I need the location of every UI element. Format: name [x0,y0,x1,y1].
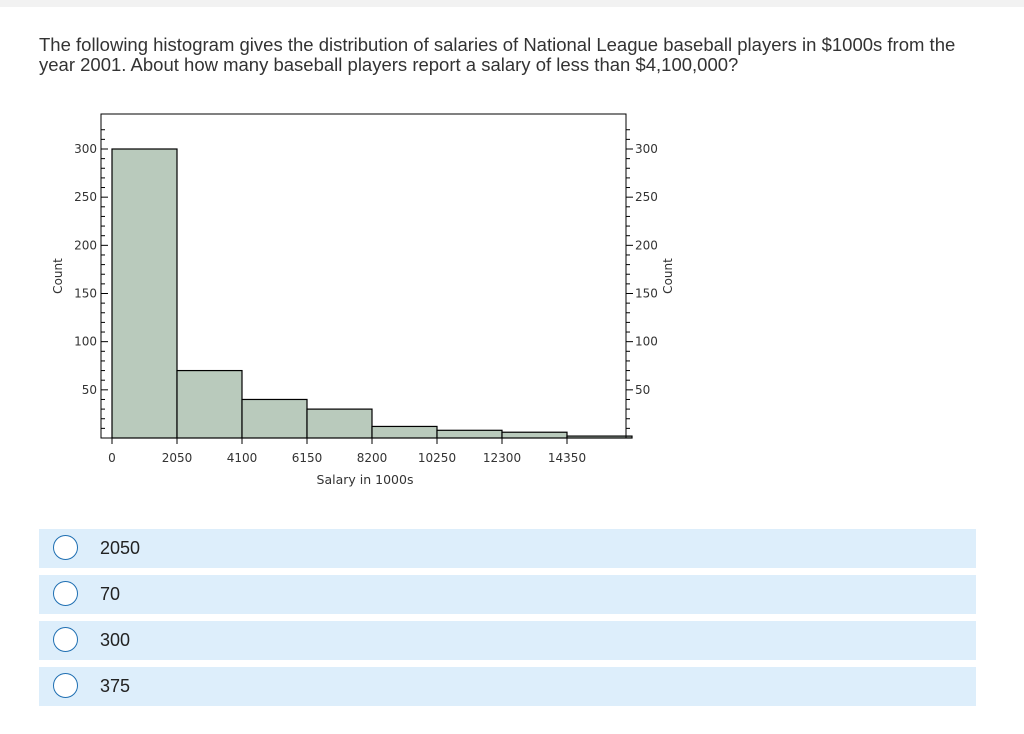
histogram-bars [111,148,633,439]
x-axis-tick-label: 6150 [292,451,323,465]
left-axis-tick-label: 100 [74,335,97,349]
x-axis-tick-label: 12300 [483,451,521,465]
histogram-bar [111,148,178,439]
right-y-axis: 50 100 150 200 250 300 [626,129,658,429]
left-axis-tick-label: 150 [74,287,97,301]
radio-button-icon[interactable] [53,581,78,606]
left-axis-tick-label: 250 [74,190,97,204]
right-axis-tick-label: 200 [635,238,658,252]
left-axis-tick-label: 50 [82,383,97,397]
x-axis-tick-label: 14350 [548,451,586,465]
right-axis-tick-label: 100 [635,335,658,349]
left-axis-tick-label: 300 [74,142,97,156]
answer-option-label: 70 [100,584,121,604]
right-axis-tick-label: 150 [635,287,658,301]
x-axis: 0 2050 4100 6150 8200 10250 12300 14350 [108,438,586,465]
answer-option-label: 300 [100,630,131,650]
x-axis-tick-label: 4100 [227,451,258,465]
answer-options: 2050 70 300 375 [39,529,976,713]
histogram-bar [436,429,503,439]
radio-button-icon[interactable] [53,673,78,698]
answer-option-4[interactable]: 375 [39,667,976,706]
histogram-bar [241,398,308,439]
answer-option-label: 375 [100,676,131,696]
left-y-axis: 50 100 150 200 250 300 [74,129,108,429]
question-text: The following histogram gives the distri… [39,34,956,75]
x-axis-tick-label: 8200 [357,451,388,465]
radio-button-icon[interactable] [53,535,78,560]
x-axis-tick-label: 10250 [418,451,456,465]
x-axis-tick-label: 2050 [162,451,193,465]
plot-frame [100,113,627,439]
answer-option-2[interactable]: 70 [39,575,976,614]
y-axis-label-left: Count [51,258,65,294]
right-axis-tick-label: 300 [635,142,658,156]
histogram-bar [306,408,373,439]
answer-option-1[interactable]: 2050 [39,529,976,568]
histogram-bar [371,425,438,439]
right-axis-tick-label: 50 [635,383,650,397]
answer-option-3[interactable]: 300 [39,621,976,660]
radio-button-icon[interactable] [53,627,78,652]
left-axis-tick-label: 200 [74,238,97,252]
x-axis-tick-label: 0 [108,451,116,465]
histogram-chart: 50 100 150 200 250 300 50 100 150 200 250 300 0 205… [51,113,675,487]
histogram-bar [176,369,243,439]
histogram-bar [501,431,568,439]
answer-option-label: 2050 [100,538,141,558]
right-axis-tick-label: 250 [635,190,658,204]
x-axis-label: Salary in 1000s [317,472,414,487]
top-strip [0,0,1024,7]
y-axis-label-right: Count [661,258,675,294]
